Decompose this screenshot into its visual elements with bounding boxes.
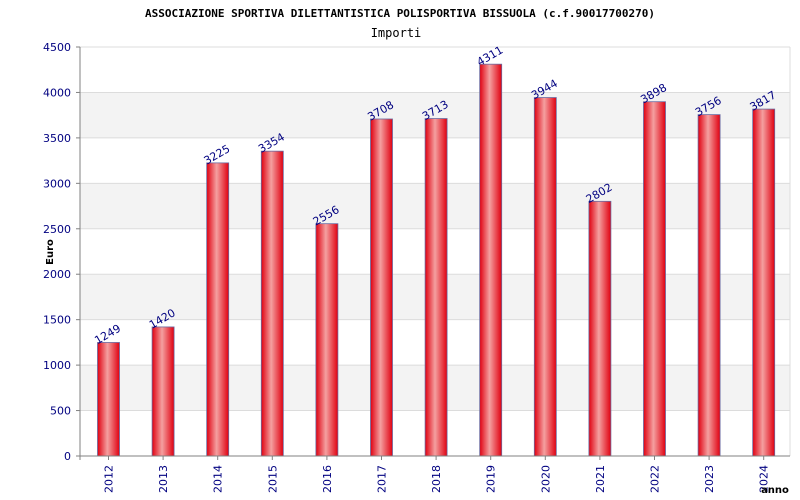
x-tick-label-2015: 2015 <box>266 465 279 493</box>
y-tick-label: 4000 <box>43 86 71 99</box>
chart-title: ASSOCIAZIONE SPORTIVA DILETTANTISTICA PO… <box>145 7 655 20</box>
x-tick-label-2021: 2021 <box>594 465 607 493</box>
bar-2018 <box>424 118 448 457</box>
y-tick-label: 3000 <box>43 177 71 190</box>
y-tick-label: 500 <box>50 405 71 418</box>
y-tick-label: 0 <box>64 450 71 463</box>
bar-2021 <box>588 200 612 457</box>
bar-2015 <box>260 150 284 457</box>
y-tick-label: 1000 <box>43 359 71 372</box>
bar-2023 <box>697 114 721 457</box>
chart-subtitle: Importi <box>371 26 422 40</box>
x-tick-label-2012: 2012 <box>103 465 116 493</box>
x-tick-label-2022: 2022 <box>649 465 662 493</box>
x-tick-label-2017: 2017 <box>376 465 389 493</box>
bar-2013 <box>151 326 175 457</box>
y-tick-label: 2500 <box>43 223 71 236</box>
y-tick-label: 3500 <box>43 132 71 145</box>
y-tick-label: 1500 <box>43 314 71 327</box>
bar-2022 <box>643 101 666 457</box>
bar-2024 <box>752 108 776 457</box>
x-tick-label-2016: 2016 <box>321 465 334 493</box>
x-tick-label-2018: 2018 <box>430 465 443 493</box>
bar-2016 <box>315 223 339 457</box>
bar-2017 <box>370 118 393 457</box>
x-axis-label: anno <box>761 485 789 496</box>
x-tick-label-2020: 2020 <box>539 465 552 493</box>
y-tick-label: 4500 <box>43 41 71 54</box>
x-tick-label-2013: 2013 <box>157 465 170 493</box>
bar-2019 <box>479 63 503 457</box>
x-tick-label-2019: 2019 <box>485 465 498 493</box>
bar-2012 <box>97 342 120 457</box>
y-axis-label: Euro <box>45 239 56 265</box>
bars <box>97 63 776 457</box>
bar-2014 <box>206 162 230 457</box>
x-tick-label-2024: 2024 <box>758 465 771 493</box>
y-tick-label: 2000 <box>43 268 71 281</box>
y-axis-ticks: 0 500 1000 1500 2000 2500 3000 3500 4000 4500 <box>43 41 80 463</box>
x-tick-label-2014: 2014 <box>212 465 225 493</box>
bar-2020 <box>533 97 557 457</box>
x-tick-label-2023: 2023 <box>703 465 716 493</box>
x-axis-ticks: 2012 2013 2014 2015 2016 2017 2018 2019 2020 2021… <box>103 456 771 493</box>
